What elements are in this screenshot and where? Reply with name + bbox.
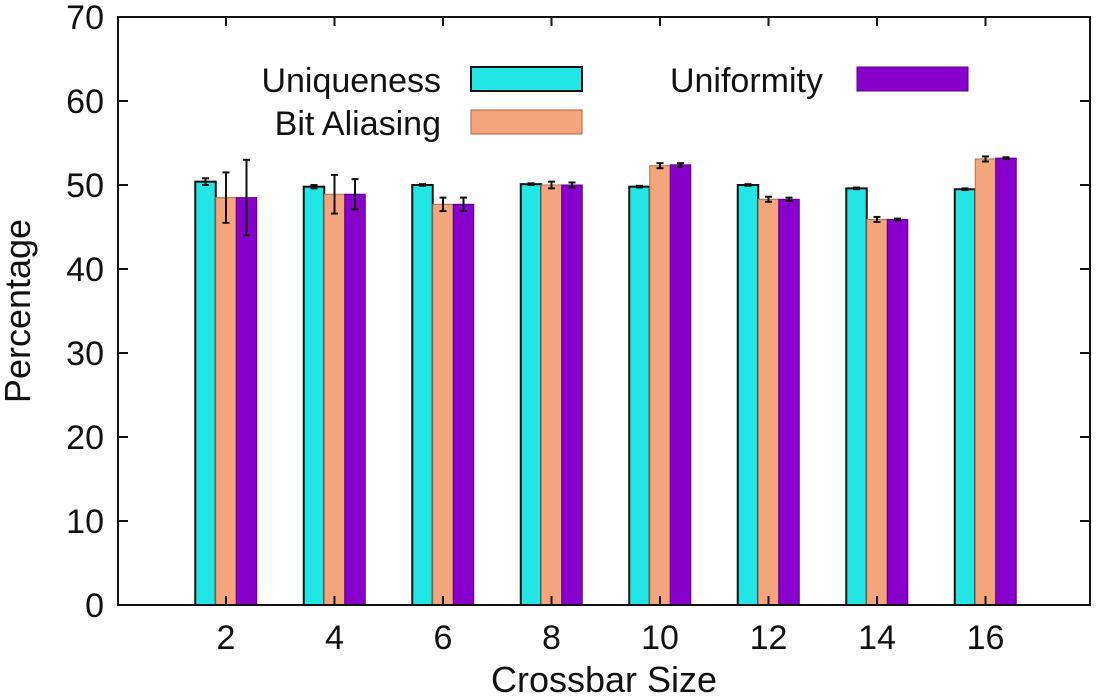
error-bar-uniformity-12 xyxy=(785,196,793,202)
error-bar-bit-aliasing-6 xyxy=(439,196,447,213)
error-bar-bit-aliasing-4 xyxy=(331,173,338,215)
legend-swatch-uniformity xyxy=(856,66,969,92)
error-bar-uniqueness-10 xyxy=(636,184,643,189)
x-tick-label-12: 12 xyxy=(750,619,788,657)
error-bar-uniqueness-16 xyxy=(961,187,969,192)
bar-uniformity-6 xyxy=(452,203,475,606)
error-bar-uniformity-6 xyxy=(460,196,467,213)
bar-uniformity-2 xyxy=(235,197,258,606)
error-bar-uniqueness-8 xyxy=(527,182,535,186)
y-tick-label-50: 50 xyxy=(66,167,104,205)
legend-label-uniqueness: Uniqueness xyxy=(261,62,441,100)
bar-uniformity-8 xyxy=(561,184,583,606)
x-tick-label-14: 14 xyxy=(858,619,896,657)
x-tick-label-16: 16 xyxy=(967,619,1005,657)
error-bars-layer xyxy=(202,155,1010,237)
y-tick-label-40: 40 xyxy=(66,251,104,289)
bar-uniqueness-4 xyxy=(302,185,326,606)
error-bar-uniformity-4 xyxy=(351,178,359,211)
y-tick-label-60: 60 xyxy=(66,83,104,121)
legend: Uniqueness Bit Aliasing Uniformity xyxy=(261,62,969,143)
bar-bit-aliasing-4 xyxy=(323,193,346,606)
bar-bit-aliasing-10 xyxy=(649,165,671,606)
bar-uniqueness-12 xyxy=(736,184,760,606)
y-tick-label-10: 10 xyxy=(66,503,104,541)
legend-label-uniformity: Uniformity xyxy=(670,62,823,100)
y-tick-label-0: 0 xyxy=(85,587,104,625)
error-bar-uniqueness-4 xyxy=(310,184,318,190)
bar-bit-aliasing-12 xyxy=(757,198,780,606)
y-axis-label: Percentage xyxy=(0,219,38,403)
bar-bit-aliasing-14 xyxy=(866,218,888,606)
bar-uniformity-16 xyxy=(995,157,1017,606)
error-bar-bit-aliasing-16 xyxy=(982,155,989,163)
error-bar-bit-aliasing-2 xyxy=(222,171,230,224)
error-bar-uniqueness-14 xyxy=(853,186,860,191)
error-bar-uniformity-10 xyxy=(677,162,684,168)
bar-uniqueness-8 xyxy=(519,183,543,606)
bar-uniformity-12 xyxy=(778,198,800,606)
plot-frame xyxy=(117,16,1091,606)
bar-uniqueness-2 xyxy=(194,180,217,606)
bar-uniqueness-16 xyxy=(953,188,977,606)
error-bar-uniformity-8 xyxy=(568,181,576,189)
legend-label-bit-aliasing: Bit Aliasing xyxy=(275,105,441,143)
x-tick-label-8: 8 xyxy=(542,619,561,657)
bar-uniformity-14 xyxy=(886,218,909,606)
legend-swatch-bit-aliasing xyxy=(470,109,583,135)
bar-uniqueness-6 xyxy=(411,184,434,606)
y-tick-label-30: 30 xyxy=(66,335,104,373)
x-tick-label-2: 2 xyxy=(217,619,236,657)
error-bar-uniformity-16 xyxy=(1002,156,1010,160)
x-axis-label: Crossbar Size xyxy=(491,659,717,698)
x-tick-label-6: 6 xyxy=(434,619,453,657)
bar-bit-aliasing-2 xyxy=(215,197,237,606)
error-bar-uniformity-2 xyxy=(243,158,250,237)
error-bar-uniqueness-6 xyxy=(419,183,426,187)
error-bar-bit-aliasing-8 xyxy=(548,180,555,190)
y-tick-label-70: 70 xyxy=(66,0,104,37)
error-bar-bit-aliasing-14 xyxy=(873,215,881,223)
bar-uniqueness-10 xyxy=(628,185,651,606)
bar-bit-aliasing-6 xyxy=(432,203,454,606)
bar-uniformity-10 xyxy=(669,164,692,606)
bars-layer xyxy=(194,157,1017,607)
error-bar-uniqueness-12 xyxy=(744,183,752,187)
x-tick-label-10: 10 xyxy=(641,619,679,657)
legend-swatch-uniqueness xyxy=(470,66,583,92)
bar-uniformity-4 xyxy=(344,193,366,606)
x-tick-label-4: 4 xyxy=(325,619,344,657)
bar-bit-aliasing-16 xyxy=(974,158,997,606)
error-bar-bit-aliasing-12 xyxy=(765,195,772,203)
error-bar-bit-aliasing-10 xyxy=(656,162,664,170)
error-bar-uniformity-14 xyxy=(894,217,901,222)
bar-uniqueness-14 xyxy=(845,187,868,607)
y-tick-label-20: 20 xyxy=(66,419,104,457)
error-bar-uniqueness-2 xyxy=(202,177,209,186)
bar-bit-aliasing-8 xyxy=(540,184,563,606)
ticks-layer: 2 4 6 8 10 12 14 16 0 10 20 30 40 50 60 70 xyxy=(66,0,1090,657)
